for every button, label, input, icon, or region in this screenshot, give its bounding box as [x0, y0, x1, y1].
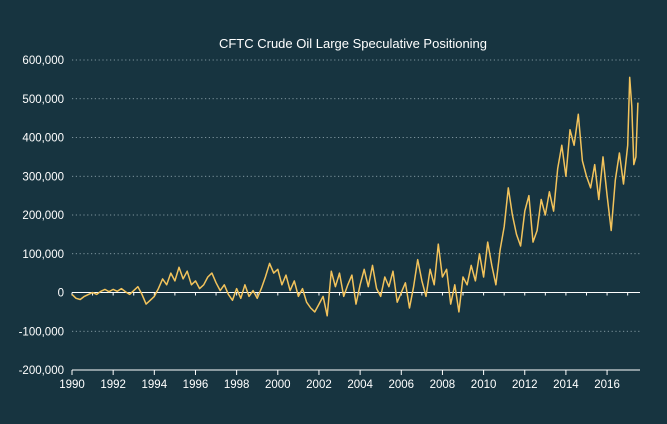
x-tick-label: 2006 — [388, 379, 414, 391]
x-tick-label: 1992 — [100, 379, 126, 391]
y-tick-label: 0 — [58, 288, 64, 300]
x-tick-label: 2008 — [430, 379, 456, 391]
y-axis: -200,000 -100,000 0 100,000 200,000 300,000 40… — [19, 55, 64, 377]
y-tick-label: 500,000 — [22, 94, 64, 106]
x-tick-label: 2014 — [553, 379, 579, 391]
x-axis: 1990 1992 1994 1996 1998 2000 2002 2004 2006 2008… — [59, 369, 640, 391]
y-tick-label: 200,000 — [22, 210, 64, 222]
x-tick-label: 2016 — [594, 379, 620, 391]
series-layer — [71, 76, 639, 317]
y-tick-label: -200,000 — [19, 365, 64, 377]
x-tick-label: 1998 — [224, 379, 250, 391]
x-tick-label: 2010 — [471, 379, 497, 391]
y-tick-label: 100,000 — [22, 249, 64, 261]
x-tick-label: 1996 — [183, 379, 209, 391]
x-tick-label: 2012 — [512, 379, 538, 391]
y-tick-label: 300,000 — [22, 171, 64, 183]
y-tick-label: 400,000 — [22, 133, 64, 145]
x-tick-label: 2002 — [306, 379, 332, 391]
grid-layer — [71, 59, 640, 371]
series-line — [71, 76, 639, 317]
x-tick-label: 1994 — [142, 379, 168, 391]
x-tick-label: 2004 — [347, 379, 373, 391]
chart-title: CFTC Crude Oil Large Speculative Positio… — [219, 36, 487, 51]
y-tick-label: -100,000 — [19, 326, 64, 338]
y-tick-label: 600,000 — [22, 55, 64, 67]
x-tick-label: 1990 — [59, 379, 85, 391]
x-tick-label: 2000 — [265, 379, 291, 391]
